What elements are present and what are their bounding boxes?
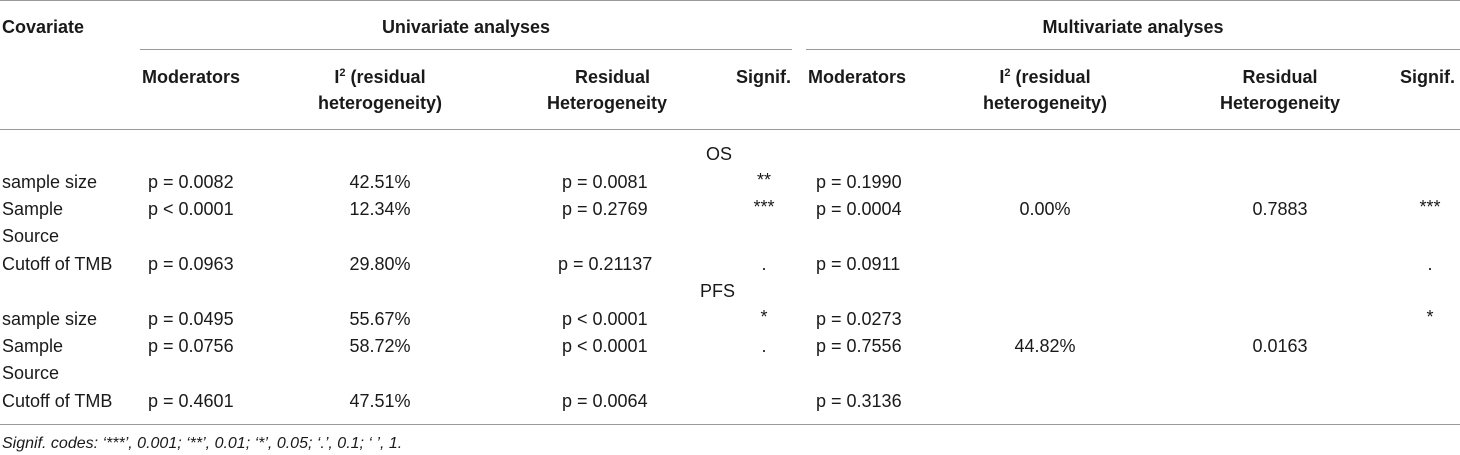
os-m-residual: 0.7883 (1252, 199, 1308, 219)
header-u-i2-line2: heterogeneity) (317, 93, 443, 113)
os-row3-m-moderators: p = 0.0911 (816, 254, 901, 274)
pfs-row2-covariate-line1: Sample (2, 336, 64, 356)
multivariate-group-rule (806, 49, 1460, 50)
pfs-m-i2: 44.82% (1014, 336, 1076, 356)
pfs-row2-u-signif: . (761, 336, 767, 356)
os-row1-u-moderators: p = 0.0082 (148, 172, 234, 192)
pfs-row3-covariate: Cutoff of TMB (2, 391, 113, 411)
header-m-i2: I2 (residual (999, 67, 1091, 87)
os-row3-u-i2: 29.80% (349, 254, 411, 274)
os-row2-covariate-line2: Source (2, 226, 60, 246)
signif-codes-footnote: Signif. codes: ‘***’, 0.001; ‘**’, 0.01;… (2, 435, 403, 452)
header-m-residual-line1: Residual (1242, 67, 1318, 87)
header-covariate: Covariate (2, 17, 85, 37)
header-multivariate-analyses: Multivariate analyses (1042, 17, 1224, 37)
os-row2-m-moderators: p = 0.0004 (816, 199, 902, 219)
os-row1-u-i2: 42.51% (349, 172, 411, 192)
header-u-i2: I2 (residual (334, 67, 426, 87)
os-m-i2: 0.00% (1019, 199, 1071, 219)
pfs-row3-u-residual: p = 0.0064 (562, 391, 648, 411)
os-m-signif-b: . (1427, 254, 1433, 274)
os-m-signif-a: *** (1419, 197, 1441, 217)
pfs-row1-u-i2: 55.67% (349, 309, 411, 329)
pfs-row2-m-moderators: p = 0.7556 (816, 336, 902, 356)
pfs-m-residual: 0.0163 (1252, 336, 1308, 356)
header-m-moderators: Moderators (808, 67, 907, 87)
pfs-m-signif-a: * (1426, 307, 1434, 327)
os-row1-m-moderators: p = 0.1990 (816, 172, 902, 192)
os-row2-covariate-line1: Sample (2, 199, 64, 219)
os-row3-u-signif: . (761, 254, 767, 274)
pfs-row3-u-moderators: p = 0.4601 (148, 391, 234, 411)
os-row1-covariate: sample size (2, 172, 98, 192)
pfs-row1-u-signif: * (760, 307, 768, 327)
pfs-row3-m-moderators: p = 0.3136 (816, 391, 902, 411)
pfs-row1-m-moderators: p = 0.0273 (816, 309, 902, 329)
os-row3-covariate: Cutoff of TMB (2, 254, 113, 274)
header-u-moderators: Moderators (142, 67, 241, 87)
pfs-row2-u-i2: 58.72% (349, 336, 411, 356)
pfs-row2-u-moderators: p = 0.0756 (148, 336, 234, 356)
os-row2-u-moderators: p < 0.0001 (148, 199, 234, 219)
section-label-os: OS (706, 144, 733, 164)
os-row1-u-signif: ** (756, 170, 771, 190)
os-row3-u-moderators: p = 0.0963 (148, 254, 234, 274)
os-row2-u-i2: 12.34% (349, 199, 411, 219)
header-bottom-rule (0, 129, 1460, 130)
os-row1-u-residual: p = 0.0081 (562, 172, 648, 192)
header-u-signif: Signif. (736, 67, 791, 87)
header-u-residual-line2: Heterogeneity (547, 93, 668, 113)
section-label-pfs: PFS (700, 281, 736, 301)
pfs-row2-covariate-line2: Source (2, 363, 60, 383)
header-u-residual-line1: Residual (575, 67, 651, 87)
pfs-row1-covariate: sample size (2, 309, 98, 329)
header-m-signif: Signif. (1400, 67, 1455, 87)
table-top-rule (0, 0, 1460, 1)
os-row2-u-signif: *** (753, 197, 775, 217)
header-m-i2-line2: heterogeneity) (982, 93, 1108, 113)
os-row2-u-residual: p = 0.2769 (562, 199, 648, 219)
header-m-residual-line2: Heterogeneity (1219, 93, 1341, 113)
pfs-row3-u-i2: 47.51% (349, 391, 411, 411)
pfs-row1-u-residual: p < 0.0001 (562, 309, 648, 329)
header-univariate-analyses: Univariate analyses (381, 17, 551, 37)
table-bottom-rule (0, 424, 1460, 425)
pfs-row1-u-moderators: p = 0.0495 (148, 309, 234, 329)
os-row3-u-residual: p = 0.21137 (558, 254, 653, 274)
pfs-row2-u-residual: p < 0.0001 (562, 336, 648, 356)
univariate-group-rule (140, 49, 792, 50)
